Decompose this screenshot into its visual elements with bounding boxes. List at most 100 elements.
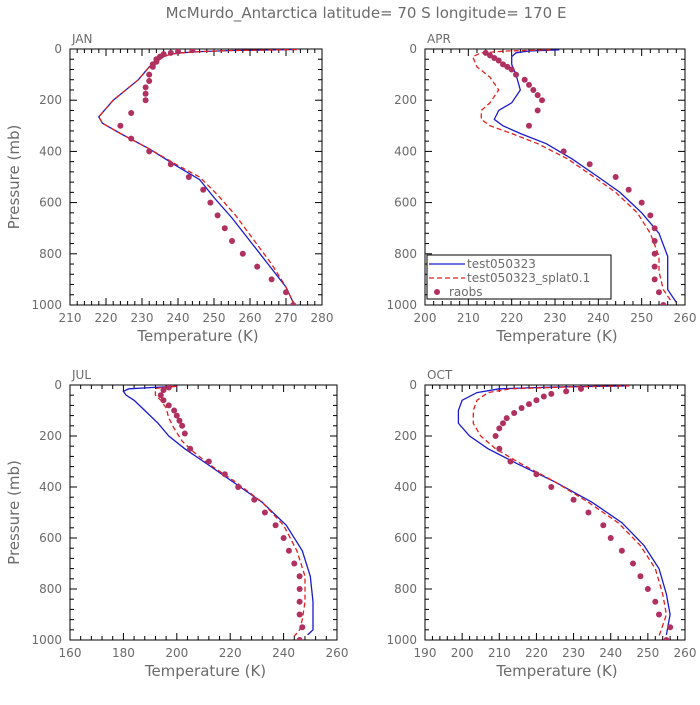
y-tick-label: 800	[39, 247, 62, 261]
raobs-point	[280, 535, 287, 541]
raobs-point	[560, 148, 567, 155]
y-tick-label: 200	[394, 429, 417, 443]
raobs-point	[146, 78, 153, 84]
x-tick-label: 260	[674, 646, 697, 660]
x-tick-label: 250	[630, 311, 653, 325]
x-tick-label: 230	[544, 311, 567, 325]
plot-area	[98, 49, 297, 305]
y-tick-label: 0	[409, 42, 417, 56]
test-line	[493, 49, 677, 303]
x-tick-label: 220	[525, 646, 548, 660]
raobs-point	[261, 509, 268, 516]
x-axis-label: Temperature (K)	[495, 327, 617, 345]
raobs-point	[496, 425, 503, 432]
raobs-point	[496, 445, 503, 452]
legend-box	[426, 254, 612, 300]
raobs-point	[181, 430, 188, 437]
raobs-point	[291, 560, 298, 567]
raobs-point	[296, 598, 303, 605]
raobs-point	[251, 496, 258, 503]
y-tick-label: 200	[394, 93, 417, 107]
y-tick-label: 600	[394, 196, 417, 210]
panel-label: OCT	[427, 368, 453, 382]
y-tick-label: 600	[39, 196, 62, 210]
raobs-point	[534, 92, 541, 99]
raobs-point	[296, 611, 303, 618]
legend-label: raobs	[449, 285, 483, 299]
x-tick-label: 200	[414, 311, 437, 325]
panel-oct: OCT 190 200 210 220 230 240 250 260 0 200 400 600 800…	[386, 368, 696, 680]
panel-label: JAN	[71, 32, 93, 46]
raobs-point	[179, 422, 186, 429]
raobs-point	[500, 61, 506, 68]
raobs-point	[290, 302, 297, 305]
raobs-point	[563, 388, 570, 395]
raobs-point	[296, 573, 303, 580]
plot-frame	[69, 384, 338, 641]
x-axis-label: Temperature (K)	[136, 327, 258, 345]
raobs-point	[229, 238, 235, 244]
y-axis-label: Pressure (mb)	[5, 460, 23, 565]
raobs-point	[600, 522, 607, 529]
x-tick-label: 240	[587, 311, 610, 325]
x-tick-label: 250	[636, 646, 659, 660]
legend-label: test050323	[467, 257, 536, 271]
y-tick-label: 1000	[386, 633, 417, 647]
raobs-point	[214, 212, 221, 219]
raobs-point	[299, 624, 306, 631]
panel-jan: JAN 210 220 230 240 250 260 270 280 0 200 400 600 800…	[5, 32, 333, 345]
y-tick-label: 800	[394, 582, 417, 596]
raobs-point	[539, 97, 545, 104]
raobs-point	[185, 174, 192, 180]
plot-area	[122, 385, 314, 640]
splat-line	[472, 385, 668, 637]
raobs-point	[534, 107, 541, 114]
raobs-point	[487, 52, 493, 59]
figure-title: McMurdo_Antarctica latitude= 70 S longit…	[166, 4, 567, 23]
raobs-point	[492, 433, 499, 439]
y-tick-label: 0	[409, 378, 417, 392]
raobs-point	[507, 458, 514, 465]
raobs-point	[171, 407, 178, 414]
raobs-point	[296, 586, 303, 592]
raobs-point	[647, 212, 654, 219]
raobs-point	[651, 225, 658, 232]
raobs-point	[175, 49, 181, 55]
x-tick-label: 220	[500, 311, 523, 325]
x-tick-label: 230	[131, 311, 154, 325]
x-tick-label: 210	[59, 311, 82, 325]
test-line	[122, 385, 314, 636]
raobs-point	[221, 471, 228, 478]
raobs-point	[254, 263, 261, 270]
x-axis-label: Temperature (K)	[144, 662, 266, 680]
y-tick-label: 400	[394, 144, 417, 158]
y-tick-label: 400	[39, 480, 62, 494]
x-tick-label: 220	[95, 311, 118, 325]
raobs-point	[570, 496, 577, 503]
raobs-point	[504, 63, 511, 70]
y-tick-label: 200	[39, 93, 62, 107]
raobs-point	[165, 385, 172, 391]
raobs-point	[200, 186, 207, 193]
raobs-point	[651, 276, 658, 283]
x-tick-label: 210	[488, 646, 511, 660]
y-tick-label: 0	[54, 378, 62, 392]
raobs-point	[283, 289, 289, 296]
raobs-point	[548, 390, 555, 397]
raobs-point	[176, 417, 183, 424]
raobs-point	[239, 250, 246, 257]
x-tick-label: 180	[112, 646, 135, 660]
raobs-point	[652, 598, 659, 605]
splat-line	[154, 385, 306, 637]
x-tick-label: 240	[167, 311, 190, 325]
raobs-point	[128, 135, 135, 142]
raobs-point	[663, 637, 670, 640]
test-line	[457, 385, 671, 636]
raobs-point	[142, 97, 149, 104]
panel-label: JUL	[71, 368, 91, 382]
x-tick-label: 240	[599, 646, 622, 660]
y-tick-label: 200	[39, 429, 62, 443]
y-tick-label: 0	[54, 42, 62, 56]
raobs-point	[207, 199, 214, 206]
